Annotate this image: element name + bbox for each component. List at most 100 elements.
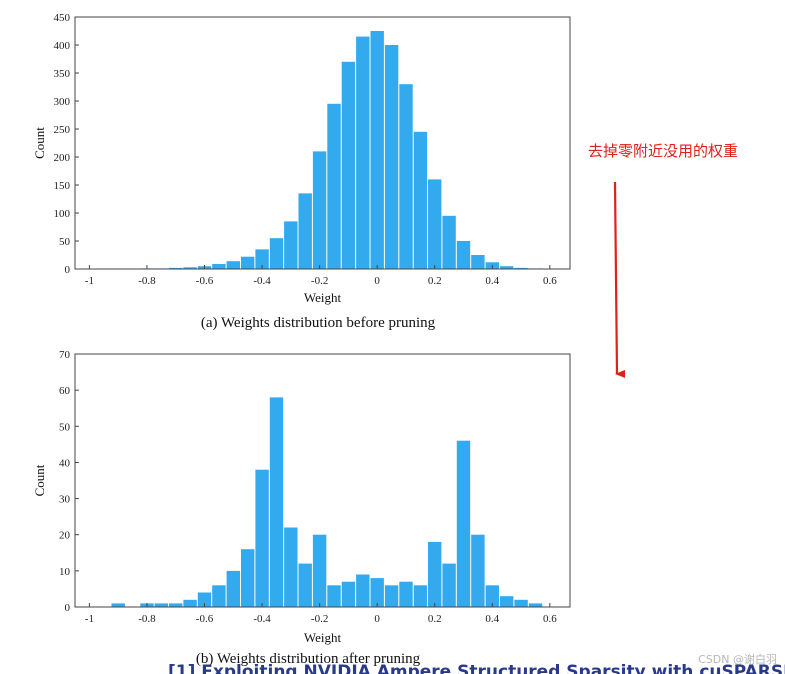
x-tick-label: 0.6	[543, 613, 557, 625]
histogram-bar	[197, 592, 212, 607]
histogram-bar	[514, 267, 528, 269]
x-axis-label: Weight	[304, 290, 342, 305]
y-tick-label: 30	[59, 494, 71, 506]
y-tick-label: 50	[59, 421, 71, 433]
y-tick-label: 150	[54, 180, 71, 192]
histogram-bar	[183, 599, 197, 607]
y-tick-label: 50	[59, 236, 71, 248]
histogram-bar	[384, 585, 399, 607]
x-tick-label: -0.6	[196, 275, 214, 287]
chart-caption: (b) Weights distribution after pruning	[196, 651, 421, 667]
histogram-bar	[413, 585, 428, 607]
y-tick-label: 20	[59, 530, 71, 542]
y-tick-label: 300	[54, 96, 71, 108]
histogram-bar	[370, 578, 384, 607]
x-tick-label: -0.8	[138, 613, 156, 625]
x-tick-label: -0.2	[311, 275, 328, 287]
plot-frame	[74, 16, 571, 270]
y-tick-label: 400	[54, 40, 71, 52]
histogram-bar	[341, 61, 356, 269]
chart-caption: (a) Weights distribution before pruning	[201, 315, 436, 331]
x-tick-label: -1	[85, 613, 94, 625]
histogram-bar	[370, 31, 384, 269]
x-axis-label: Weight	[304, 630, 342, 645]
x-tick-label: -0.6	[196, 613, 214, 625]
histogram-bar	[226, 570, 240, 607]
histogram-bar	[399, 581, 413, 607]
y-tick-label: 0	[65, 602, 71, 614]
x-tick-label: 0.4	[485, 275, 499, 287]
x-tick-label: -0.2	[311, 613, 328, 625]
down-arrow-icon	[613, 181, 626, 378]
histogram-bar	[442, 563, 456, 607]
y-axis-label: Count	[32, 464, 47, 496]
histogram-bar	[514, 599, 528, 607]
annotation-text: 去掉零附近没用的权重	[588, 142, 739, 160]
histogram-bar	[298, 193, 312, 269]
x-tick-label: -0.4	[253, 275, 271, 287]
histogram-bar	[442, 215, 456, 269]
histogram-bar	[528, 603, 543, 607]
histogram-bar	[500, 266, 514, 269]
histogram-bar	[241, 549, 255, 607]
histogram-bar	[500, 596, 514, 607]
histogram-bar	[356, 574, 370, 607]
histogram-bar	[413, 131, 428, 269]
histogram-bar	[269, 238, 284, 269]
histogram-bar	[154, 603, 168, 607]
histogram-bar	[327, 103, 341, 269]
y-tick-label: 450	[54, 12, 71, 24]
y-axis-label: Count	[32, 127, 47, 159]
histogram-bar	[255, 469, 269, 607]
histogram-bar	[212, 585, 226, 607]
histogram-bar	[284, 221, 298, 269]
histogram-bar	[183, 267, 197, 269]
histogram-bar	[384, 45, 399, 269]
histogram-bar	[111, 603, 125, 607]
histogram-bar	[255, 249, 269, 269]
x-tick-label: 0	[374, 275, 380, 287]
histogram-bar	[456, 241, 471, 269]
histogram-bar	[226, 261, 240, 269]
histogram-bar	[356, 36, 370, 269]
x-tick-label: -0.8	[138, 275, 156, 287]
histogram-bar	[485, 585, 499, 607]
x-tick-label: 0	[374, 613, 380, 625]
y-tick-label: 70	[59, 349, 71, 361]
histogram-bar	[284, 527, 298, 607]
histogram-bar	[428, 541, 442, 607]
histogram-bar	[456, 440, 471, 607]
histogram-bar	[399, 84, 413, 269]
x-tick-label: -1	[85, 275, 94, 287]
histogram-bar	[312, 151, 327, 269]
plot-frame	[74, 353, 571, 608]
histogram-bar	[428, 179, 442, 269]
x-tick-label: -0.4	[253, 613, 271, 625]
histogram-bar	[269, 397, 284, 607]
y-tick-label: 40	[59, 457, 71, 469]
x-tick-label: 0.6	[543, 275, 557, 287]
histogram-bar	[169, 603, 183, 607]
histogram-bar	[471, 534, 485, 607]
histogram-bar	[212, 264, 226, 269]
histogram-bar	[312, 534, 327, 607]
y-tick-label: 350	[54, 68, 71, 80]
histogram-bar	[241, 256, 255, 269]
y-tick-label: 10	[59, 566, 71, 578]
histogram-bar	[471, 255, 485, 269]
y-tick-label: 250	[54, 124, 71, 136]
histogram-before: -1 -0.8 -0.6 -0.4 -0.2 0 0.2 0.4 0.6 0 50 100 150 200…	[32, 12, 571, 331]
histogram-bar	[341, 581, 356, 607]
x-tick-label: 0.2	[428, 275, 442, 287]
histogram-after: -1 -0.8 -0.6 -0.4 -0.2 0 0.2 0.4 0.6 0 10 20 30 40 50 6…	[32, 349, 571, 667]
y-tick-label: 60	[59, 385, 71, 397]
histogram-bar	[169, 267, 183, 269]
y-tick-label: 0	[65, 264, 71, 276]
footer-citation: [1] Exploiting NVIDIA Ampere Structured …	[168, 662, 785, 674]
x-tick-label: 0.2	[428, 613, 442, 625]
y-tick-label: 100	[54, 208, 71, 220]
y-tick-label: 200	[54, 152, 71, 164]
x-tick-label: 0.4	[485, 613, 499, 625]
histogram-bar	[298, 563, 312, 607]
